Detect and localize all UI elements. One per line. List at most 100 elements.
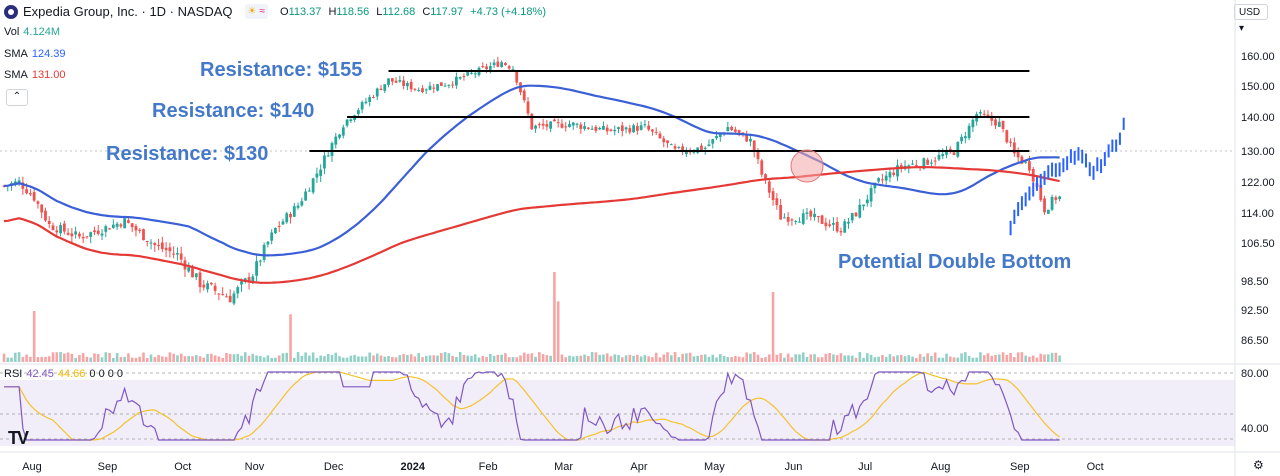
volume-bar [997, 354, 1001, 362]
volume-bar [511, 357, 515, 362]
volume-bar [847, 355, 850, 362]
tradingview-logo-icon[interactable]: TV [8, 428, 29, 448]
collapse-legend-button[interactable]: ⌃ [6, 89, 28, 106]
candle-body [296, 205, 300, 208]
volume-bar [605, 353, 609, 362]
volume-bar [948, 356, 952, 362]
gear-icon[interactable]: ⚙ [1253, 458, 1264, 472]
market-status-badges[interactable]: ☀ ≈ [244, 4, 268, 19]
volume-bar [579, 355, 583, 362]
candle-body [639, 125, 643, 130]
volume-bar [413, 356, 417, 362]
double-bottom-label: Potential Double Bottom [838, 251, 1071, 273]
time-tick-label: 2024 [401, 461, 426, 473]
candle-body [1020, 156, 1024, 164]
candle-body [956, 141, 960, 157]
candle-body [488, 66, 492, 70]
volume-bar [798, 354, 801, 362]
candle-body [613, 129, 617, 132]
volume-bar [828, 352, 831, 362]
candle-body [504, 63, 507, 66]
candle-body [741, 132, 745, 134]
resistance-label: Resistance: $155 [200, 59, 362, 81]
candle-body [44, 210, 47, 221]
candle-body [289, 213, 292, 218]
volume-bar [206, 353, 209, 362]
volume-bar [323, 356, 326, 362]
sma-fast-legend[interactable]: SMA 124.39 [4, 48, 66, 60]
candle-body [66, 232, 70, 235]
volume-bar [975, 357, 978, 362]
volume-bar [896, 355, 899, 362]
volume-bar [345, 357, 349, 362]
volume-bar [17, 352, 21, 362]
sma-slow-legend[interactable]: SMA 131.00 [4, 69, 66, 81]
rsi-legend[interactable]: RSI 42.45 44.66 0 0 0 0 [4, 368, 124, 380]
candle-body [583, 126, 586, 129]
volume-bar [492, 355, 496, 362]
candle-body [914, 165, 918, 167]
volume-bar [613, 354, 617, 362]
time-tick-label: Oct [174, 461, 191, 473]
volume-bar [703, 354, 707, 362]
volume-bar [779, 353, 782, 362]
symbol-title[interactable]: Expedia Group, Inc. · 1D · NASDAQ [23, 4, 233, 19]
candle-body [745, 134, 749, 142]
candle-body [21, 182, 25, 189]
candle-body [564, 126, 568, 128]
volume-bar [391, 356, 394, 362]
volume-bar [47, 356, 51, 362]
volume-bar [888, 354, 892, 362]
candle-body [1058, 196, 1061, 200]
rsi-tick-label: 80.00 [1241, 368, 1269, 380]
volume-bar [534, 356, 537, 362]
volume-bar [360, 356, 364, 362]
volume-bar [643, 355, 647, 362]
candle-body [930, 162, 933, 164]
candle-body [25, 189, 29, 194]
candle-body [801, 213, 805, 224]
candle-body [733, 129, 737, 132]
currency-selector[interactable]: USD ▾ [1234, 4, 1268, 34]
volume-bar [85, 356, 89, 362]
volume-bar [217, 356, 221, 362]
candle-body [945, 149, 948, 155]
time-tick-label: Jun [785, 461, 803, 473]
volume-bar [1054, 352, 1058, 362]
candle-body [330, 143, 334, 157]
candle-body [877, 178, 881, 182]
candle-body [948, 148, 952, 151]
candle-body [70, 233, 74, 237]
time-tick-label: Sep [1010, 461, 1030, 473]
volume-bar [451, 355, 454, 362]
candle-body [899, 165, 903, 168]
volume-bar [10, 357, 13, 362]
candle-body [168, 247, 172, 252]
candle-body [756, 150, 760, 160]
volume-bar [210, 353, 213, 362]
candle-body [485, 66, 488, 70]
candle-body [145, 240, 149, 243]
candle-body [767, 181, 771, 193]
volume-bar [526, 353, 530, 362]
volume-bar [300, 356, 304, 362]
volume-bar [368, 352, 371, 362]
candle-body [394, 80, 398, 83]
price-tick-label: 140.00 [1241, 112, 1275, 124]
volume-bar [259, 355, 262, 362]
volume-bar [590, 352, 594, 362]
volume-bar [375, 353, 379, 362]
candle-body [662, 138, 666, 143]
volume-bar [161, 356, 164, 362]
volume-legend[interactable]: Vol 4.124M [4, 26, 60, 38]
candle-body [507, 66, 511, 69]
volume-bar [745, 352, 748, 362]
volume-bar [221, 357, 224, 362]
candle-body [850, 213, 854, 221]
volume-bar [768, 354, 771, 362]
volume-bar [398, 355, 402, 362]
candle-body [553, 119, 556, 122]
candle-body [413, 88, 417, 90]
volume-bar [681, 353, 684, 362]
